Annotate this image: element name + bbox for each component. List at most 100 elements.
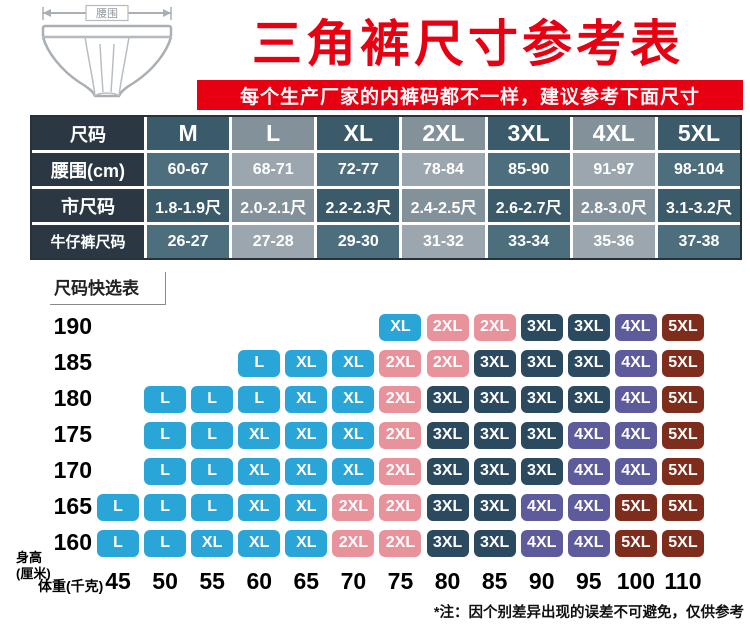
table-cell: 5XL [657, 117, 740, 150]
table-row-label: 腰围(cm) [32, 153, 144, 186]
table-cell: 27-28 [232, 225, 315, 258]
size-badge-3xl: 3XL [567, 385, 610, 413]
size-badge-2xl: 2XL [426, 349, 469, 377]
table-cell: 4XL [572, 117, 655, 150]
size-badge-xl: XL [238, 457, 281, 485]
height-tick-label: 190 [53, 313, 92, 339]
size-badge-5xl: 5XL [661, 529, 704, 557]
size-badge-2xl: 2XL [379, 421, 422, 449]
table-cell: 31-32 [402, 225, 485, 258]
size-badge-2xl: 2XL [379, 493, 422, 521]
arrow-right-icon [163, 9, 171, 17]
weight-tick-label: 65 [293, 568, 320, 594]
size-badge-3xl: 3XL [426, 529, 469, 557]
size-badge-l: L [144, 385, 187, 413]
y-axis-caption: 身高 (厘米) [16, 550, 51, 581]
table-cell: M [147, 117, 230, 150]
size-badge-4xl: 4XL [567, 457, 610, 485]
size-badge-2xl: 2XL [379, 385, 422, 413]
table-cell: 78-84 [402, 153, 485, 186]
weight-tick-label: 110 [664, 568, 702, 594]
size-badge-3xl: 3XL [473, 385, 516, 413]
size-badge-xl: XL [191, 529, 234, 557]
table-cell: 85-90 [487, 153, 570, 186]
table-cell: 37-38 [657, 225, 740, 258]
size-badge-5xl: 5XL [661, 349, 704, 377]
size-badge-l: L [191, 385, 234, 413]
weight-tick-label: 90 [528, 568, 555, 594]
size-badge-xl: XL [285, 457, 328, 485]
table-cell: 2.2-2.3尺 [317, 189, 400, 222]
size-badge-5xl: 5XL [614, 493, 657, 521]
table-row-label: 牛仔裤尺码 [32, 225, 144, 258]
size-badge-5xl: 5XL [661, 421, 704, 449]
size-badge-xl: XL [285, 421, 328, 449]
size-badge-xl: XL [238, 529, 281, 557]
size-badge-l: L [238, 385, 281, 413]
table-cell: 98-104 [657, 153, 740, 186]
weight-tick-label: 85 [481, 568, 508, 594]
quick-select-chart: 身高 (厘米) 体重(千克) 190 XL 2XL 2XL 3XL 3XL 4XL 5XL 18… [0, 300, 750, 634]
size-badge-5xl: 5XL [661, 457, 704, 485]
size-badge-4xl: 4XL [614, 385, 657, 413]
size-badge-3xl: 3XL [520, 313, 563, 341]
size-badge-xl: XL [332, 349, 375, 377]
size-badge-4xl: 4XL [520, 529, 563, 557]
height-tick-label: 160 [53, 529, 92, 555]
weight-tick-label: 80 [434, 568, 461, 594]
size-badge-3xl: 3XL [520, 421, 563, 449]
table-row-label: 市尺码 [32, 189, 144, 222]
table-cell: L [232, 117, 315, 150]
weight-tick-label: 95 [576, 568, 602, 594]
size-badge-4xl: 4XL [614, 457, 657, 485]
size-badge-4xl: 4XL [614, 313, 657, 341]
table-cell: 68-71 [232, 153, 315, 186]
size-badge-3xl: 3XL [473, 421, 516, 449]
size-badge-l: L [144, 529, 187, 557]
size-badge-xl: XL [285, 349, 328, 377]
size-badge-l: L [97, 493, 139, 521]
size-badge-l: L [191, 457, 234, 485]
size-badge-2xl: 2XL [426, 313, 469, 341]
table-cell: 2.4-2.5尺 [402, 189, 485, 222]
size-badge-l: L [144, 493, 187, 521]
table-cell: 29-30 [317, 225, 400, 258]
weight-tick-label: 55 [199, 568, 225, 594]
footnote: *注：因个别差异出现的误差不可避免，仅供参考 [433, 605, 744, 621]
size-reference-table: 尺码 M L XL 2XL 3XL 4XL 5XL 腰围(cm) 60-67 6… [30, 115, 742, 260]
size-badge-xl: XL [332, 457, 375, 485]
weight-tick-label: 70 [340, 568, 367, 594]
waist-arrow-label: 腰围 [96, 7, 118, 20]
page-title: 三角裤尺寸参考表 [252, 16, 684, 72]
height-tick-label: 180 [53, 385, 92, 411]
size-badge-3xl: 3XL [520, 385, 563, 413]
size-badge-3xl: 3XL [426, 493, 469, 521]
size-badge-xl: XL [238, 421, 281, 449]
size-badge-2xl: 2XL [379, 529, 422, 557]
x-axis-caption: 体重(千克) [38, 578, 104, 594]
table-cell: 2.8-3.0尺 [572, 189, 655, 222]
size-badge-l: L [97, 529, 139, 557]
size-badge-xl: XL [238, 493, 281, 521]
size-badge-3xl: 3XL [473, 349, 516, 377]
weight-tick-label: 50 [152, 568, 178, 594]
size-badge-xl: XL [332, 421, 375, 449]
size-badge-5xl: 5XL [661, 385, 704, 413]
size-badge-2xl: 2XL [473, 313, 516, 341]
size-badge-4xl: 4XL [567, 493, 610, 521]
arrow-left-icon [43, 9, 51, 17]
height-tick-label: 165 [53, 493, 92, 519]
size-badge-l: L [238, 349, 281, 377]
weight-tick-label: 100 [616, 568, 656, 594]
size-badge-3xl: 3XL [567, 349, 610, 377]
size-badge-xl: XL [332, 385, 375, 413]
table-cell: 2.0-2.1尺 [232, 189, 315, 222]
size-badge-5xl: 5XL [661, 313, 704, 341]
table-cell: 3.1-3.2尺 [657, 189, 740, 222]
size-badge-3xl: 3XL [426, 421, 469, 449]
size-badge-2xl: 2XL [379, 349, 422, 377]
table-cell: 1.8-1.9尺 [147, 189, 230, 222]
quick-select-title: 尺码快选表 [50, 272, 166, 305]
table-cell: 35-36 [572, 225, 655, 258]
weight-tick-label: 45 [105, 568, 131, 594]
